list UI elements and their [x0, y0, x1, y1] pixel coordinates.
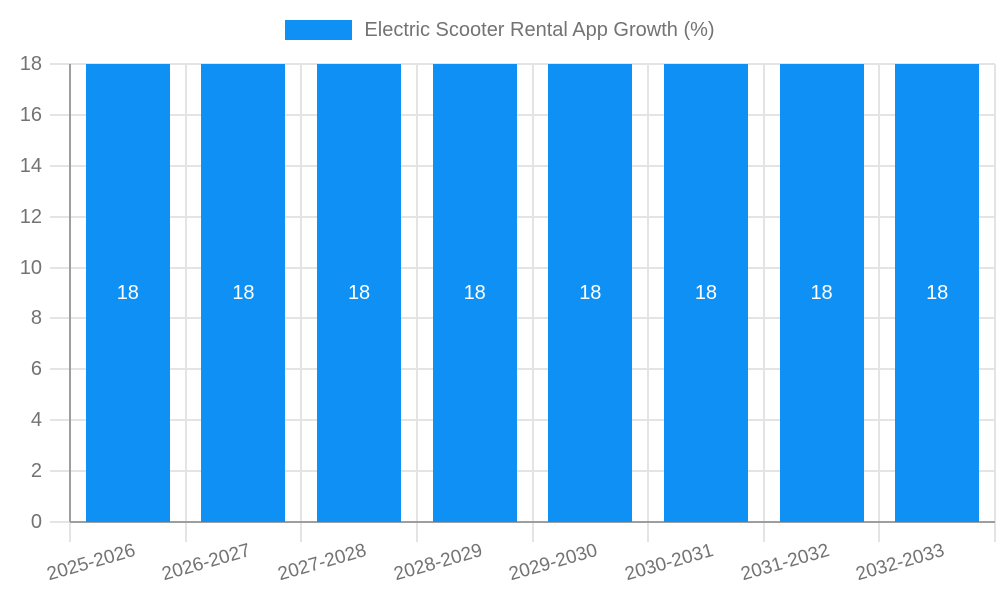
y-axis-tick-label: 6 — [30, 358, 42, 381]
bar-value-label: 18 — [116, 281, 139, 304]
y-axis-tick-label: 4 — [30, 409, 42, 432]
bar-2026-2027[interactable]: 18 — [201, 64, 286, 522]
gridline-v — [647, 64, 650, 542]
x-axis-line — [70, 521, 995, 523]
bar-2027-2028[interactable]: 18 — [317, 64, 402, 522]
bar-value-label: 18 — [810, 281, 833, 304]
gridline-h — [50, 368, 995, 371]
y-axis-line — [69, 64, 71, 522]
gridline-h — [50, 470, 995, 473]
gridline-v — [415, 64, 418, 542]
gridline-v — [300, 64, 303, 542]
y-axis-tick-label: 14 — [19, 154, 42, 177]
gridline-v — [531, 64, 534, 542]
y-axis-tick-label: 12 — [19, 205, 42, 228]
gridline-v — [184, 64, 187, 542]
gridline-h — [50, 419, 995, 422]
bar-value-label: 18 — [463, 281, 486, 304]
y-axis-tick-label: 0 — [30, 511, 42, 533]
chart-legend-item[interactable]: Electric Scooter Rental App Growth (%) — [0, 18, 1000, 42]
bar-2032-2033[interactable]: 18 — [895, 64, 980, 522]
y-axis-tick-label: 10 — [19, 256, 42, 279]
gridline-h — [50, 266, 995, 269]
legend-label: Electric Scooter Rental App Growth (%) — [364, 19, 715, 41]
bar-2031-2032[interactable]: 18 — [779, 64, 864, 522]
gridline-v — [762, 64, 765, 542]
gridline-v — [878, 64, 881, 542]
legend-color-swatch — [285, 20, 353, 40]
bar-2030-2031[interactable]: 18 — [663, 64, 748, 522]
y-axis-tick-label: 18 — [19, 53, 42, 75]
y-axis-tick-label: 2 — [30, 460, 42, 483]
bar-value-label: 18 — [926, 281, 949, 304]
y-axis-tick-label: 16 — [19, 103, 42, 126]
bar-value-label: 18 — [579, 281, 602, 304]
bar-value-label: 18 — [232, 281, 255, 304]
gridline-h — [50, 215, 995, 218]
bar-value-label: 18 — [694, 281, 718, 304]
gridline-h — [50, 63, 995, 65]
gridline-h — [50, 164, 995, 167]
bar-2028-2029[interactable]: 18 — [432, 64, 517, 522]
bar-value-label: 18 — [347, 281, 371, 304]
gridline-h — [50, 113, 995, 116]
bar-2025-2026[interactable]: 18 — [85, 64, 170, 522]
y-axis-tick-label: 8 — [30, 307, 42, 330]
gridline-v — [994, 64, 996, 542]
bar-2029-2030[interactable]: 18 — [548, 64, 633, 522]
gridline-h — [50, 317, 995, 320]
